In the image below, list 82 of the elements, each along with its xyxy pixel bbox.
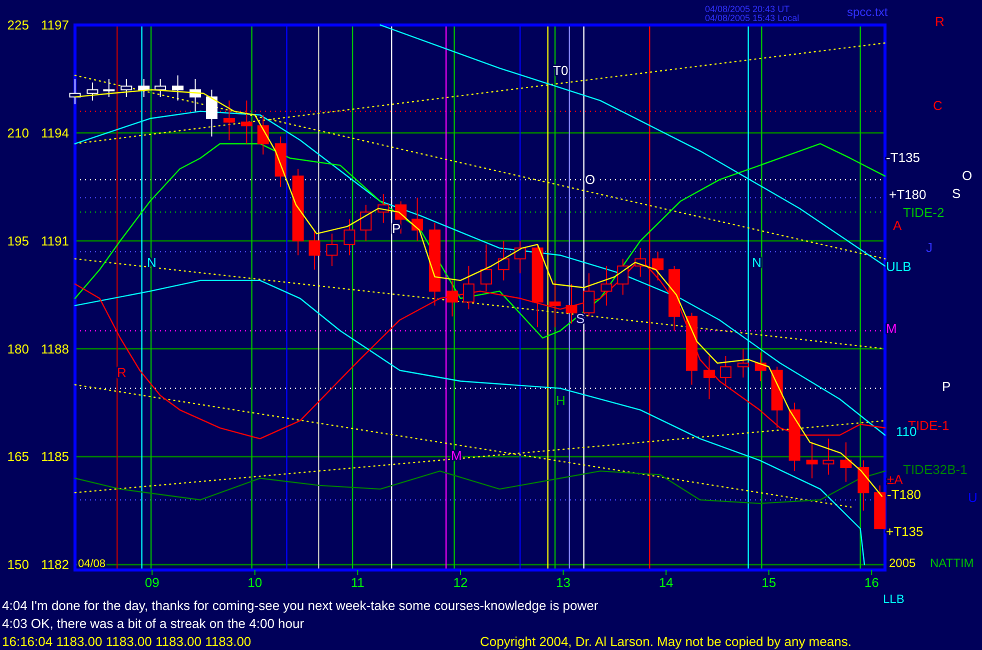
text: LLB bbox=[883, 592, 904, 606]
candlestick bbox=[840, 442, 852, 482]
candlestick bbox=[600, 266, 612, 306]
text: Copyright 2004, Dr. Al Larson. May not be copied by any means. bbox=[480, 634, 852, 649]
candlestick bbox=[446, 280, 458, 317]
text: M bbox=[886, 321, 897, 336]
text: ULB bbox=[886, 259, 912, 274]
text: +T180 bbox=[889, 187, 926, 202]
candlestick bbox=[206, 89, 218, 138]
candlestick bbox=[360, 204, 372, 242]
annotation: O bbox=[585, 172, 596, 187]
text: S bbox=[952, 186, 961, 201]
text: 16:16:04 1183.00 1183.00 1183.00 1183.00 bbox=[2, 634, 252, 649]
annotation: N bbox=[752, 255, 762, 270]
x-tick-label: 12 bbox=[453, 575, 468, 590]
candlestick bbox=[138, 78, 150, 98]
text: P bbox=[942, 379, 951, 394]
x-tick-label: 15 bbox=[762, 575, 776, 590]
y-tick-label: 1185 bbox=[41, 449, 69, 464]
x-tick-label: 16 bbox=[864, 575, 879, 590]
x-tick-label: 14 bbox=[658, 575, 674, 590]
y-tick-label: 1188 bbox=[41, 341, 69, 356]
text: A bbox=[893, 218, 902, 233]
candlestick bbox=[806, 442, 818, 479]
candlestick bbox=[514, 240, 526, 274]
y2-tick-label: 210 bbox=[7, 125, 29, 140]
x-tick-label: 13 bbox=[556, 575, 570, 590]
text: R bbox=[935, 14, 944, 29]
annotation: H bbox=[556, 393, 566, 408]
x-tick-label: 09 bbox=[144, 575, 160, 590]
text: 4:03 OK, there was a bit of a streak on the 4:00 hour bbox=[2, 616, 305, 631]
line-series bbox=[74, 470, 886, 504]
candlestick bbox=[583, 272, 595, 317]
text: O bbox=[962, 168, 972, 183]
text: 04/08/2005 15:43 Local bbox=[705, 13, 800, 23]
candlestick bbox=[754, 352, 766, 382]
annotation: 04/08 bbox=[78, 558, 106, 570]
text: -T180 bbox=[887, 487, 921, 502]
text: NATTIM bbox=[930, 556, 974, 570]
text: TIDE-2 bbox=[903, 205, 944, 220]
y2-tick-label: 180 bbox=[7, 341, 29, 356]
y2-tick-label: 165 bbox=[7, 449, 29, 464]
annotation: P bbox=[392, 221, 401, 236]
text: -T135 bbox=[886, 150, 920, 165]
y-tick-label: 1197 bbox=[41, 18, 69, 33]
candlestick bbox=[344, 218, 356, 256]
candlestick bbox=[737, 348, 749, 378]
x-tick-label: 10 bbox=[248, 575, 262, 590]
text: C bbox=[933, 98, 942, 113]
candlestick bbox=[86, 82, 98, 102]
candlestick bbox=[103, 78, 115, 98]
text: 4:04 I'm done for the day, thanks for coming-see you next week-take some courses-knowledge is power bbox=[2, 598, 599, 613]
text: TIDE32B-1 bbox=[903, 462, 968, 477]
candlestick bbox=[498, 240, 510, 281]
candlestick bbox=[703, 355, 715, 400]
y2-tick-label: 195 bbox=[7, 233, 29, 248]
candlestick bbox=[720, 355, 732, 386]
candlestick bbox=[462, 266, 474, 310]
candlestick bbox=[549, 280, 561, 328]
text: U bbox=[968, 490, 978, 505]
candlestick bbox=[308, 230, 320, 270]
text: +T135 bbox=[886, 524, 924, 539]
candlestick bbox=[257, 114, 269, 156]
candlestick bbox=[822, 438, 834, 476]
candlestick bbox=[120, 78, 132, 98]
y2-tick-label: 225 bbox=[7, 18, 29, 33]
candlestick bbox=[566, 284, 578, 324]
y-tick-label: 1191 bbox=[41, 233, 69, 248]
candlestick bbox=[395, 200, 407, 234]
y-tick-label: 1182 bbox=[41, 557, 69, 572]
x-tick-label: 11 bbox=[350, 575, 364, 590]
y-tick-label: 1194 bbox=[41, 125, 69, 140]
annotation: R bbox=[117, 365, 126, 380]
y2-tick-label: 150 bbox=[7, 557, 29, 572]
candlestick bbox=[154, 78, 166, 98]
text: J bbox=[926, 240, 932, 255]
candlestick bbox=[172, 74, 184, 102]
text: ±A bbox=[887, 472, 904, 487]
text: 04/08/2005 20:43 UT bbox=[705, 4, 790, 14]
text: spcc.txt bbox=[847, 5, 888, 19]
candlestick bbox=[326, 233, 338, 267]
text: 2005 bbox=[889, 556, 916, 570]
